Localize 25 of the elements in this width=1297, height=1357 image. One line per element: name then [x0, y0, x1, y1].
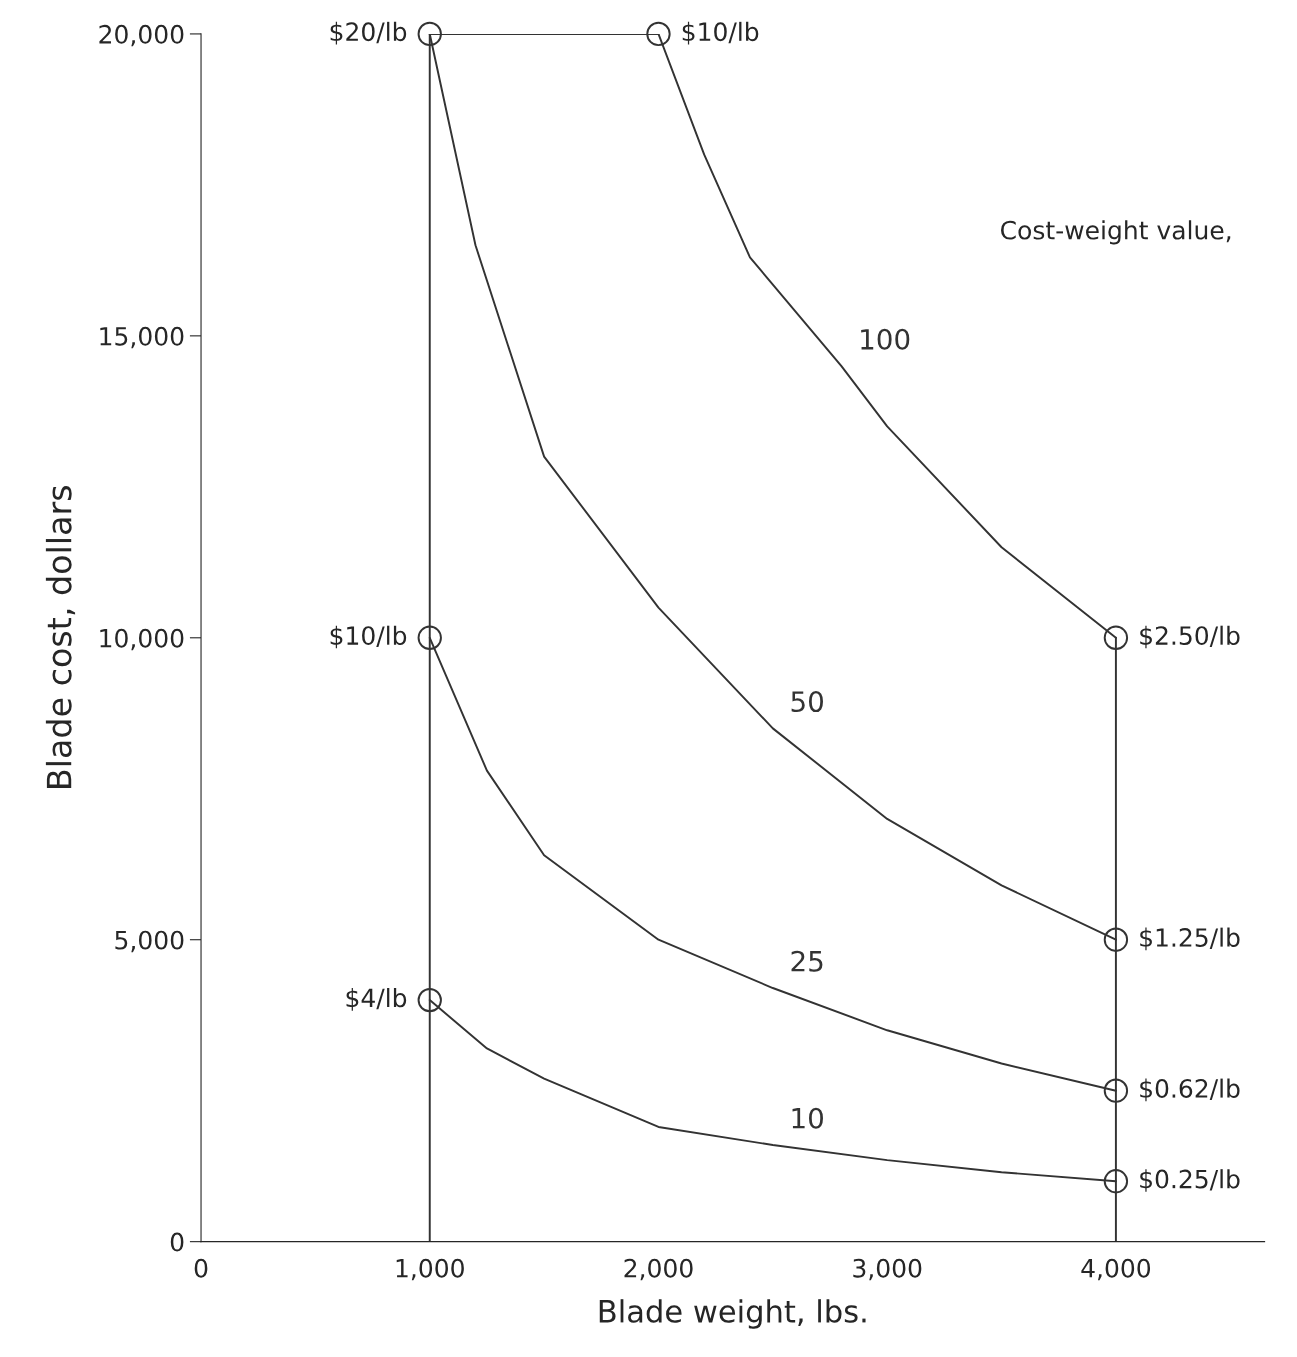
annotation: $10/lb — [330, 625, 407, 649]
x-tick-label: 0 — [194, 1258, 208, 1278]
series-label: 100 — [861, 328, 910, 350]
x-tick-label: 3,000 — [853, 1258, 922, 1281]
annotation: Cost-weight value, — [1001, 220, 1231, 245]
series-label: 25 — [791, 950, 823, 972]
annotation: $1.25/lb — [1140, 927, 1240, 951]
series-label: 50 — [791, 691, 823, 713]
series-label: 10 — [792, 1107, 823, 1129]
annotation: $0.25/lb — [1140, 1169, 1240, 1192]
x-tick-label: 2,000 — [624, 1258, 693, 1281]
y-tick-label: 20,000 — [99, 24, 184, 47]
annotation: $20/lb — [330, 21, 407, 45]
y-tick-label: 15,000 — [100, 326, 184, 349]
x-tick-label: 1,000 — [396, 1258, 464, 1281]
y-tick-label: 5,000 — [115, 930, 184, 953]
annotation: $2.50/lb — [1140, 625, 1240, 649]
y-tick-label: 10,000 — [100, 628, 184, 651]
y-tick-label: 0 — [170, 1232, 184, 1252]
annotation: $0.62/lb — [1140, 1078, 1240, 1102]
annotation: $10/lb — [682, 21, 759, 45]
x-tick-label: 4,000 — [1081, 1258, 1151, 1281]
annotation: $4/lb — [346, 988, 407, 1011]
y-axis-title: Blade cost, dollars — [45, 486, 76, 788]
x-axis-title: Blade weight, lbs. — [599, 1299, 866, 1329]
